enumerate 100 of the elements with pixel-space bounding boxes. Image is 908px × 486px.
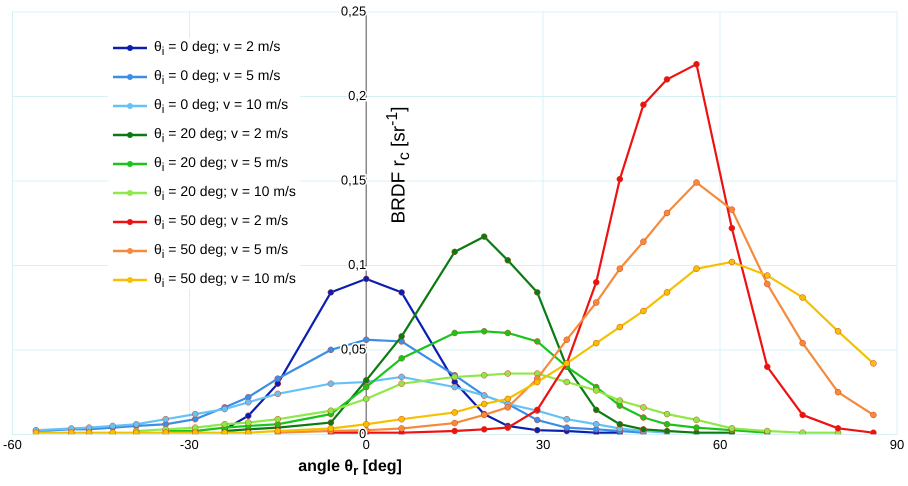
legend-label: θ$_{i}$ = 50 deg; v = 2 m/s — [154, 212, 288, 232]
x-tick-label: -60 — [2, 436, 22, 452]
point — [764, 272, 771, 279]
point — [563, 416, 570, 422]
point — [398, 374, 405, 380]
point — [362, 396, 370, 402]
point — [870, 429, 877, 434]
point — [664, 421, 670, 428]
point — [221, 421, 228, 428]
x-tick-label: -30 — [180, 436, 199, 452]
point — [451, 420, 458, 426]
point — [362, 421, 370, 428]
point — [451, 330, 458, 336]
point — [480, 328, 488, 335]
y-tick-label: 0,15 — [340, 172, 366, 188]
y-tick-label: 0,05 — [340, 341, 366, 356]
point — [664, 210, 670, 216]
point — [693, 416, 700, 424]
point — [764, 280, 771, 288]
legend-label: θ$_{i}$ = 20 deg; v = 2 m/s — [154, 124, 288, 144]
point — [362, 384, 370, 390]
point — [664, 410, 670, 418]
point — [398, 416, 405, 422]
point — [870, 412, 877, 418]
point — [616, 397, 624, 404]
point — [534, 289, 541, 296]
point — [640, 102, 647, 108]
point — [362, 276, 370, 282]
point — [398, 425, 405, 432]
point — [192, 410, 198, 418]
x-axis-title: angle θ$_{r}$ [deg] — [297, 458, 403, 478]
point — [799, 429, 806, 434]
point — [799, 412, 806, 418]
point — [592, 426, 600, 433]
point — [274, 416, 282, 422]
point — [504, 257, 512, 264]
point — [328, 419, 334, 426]
point — [728, 224, 736, 232]
point — [398, 289, 405, 296]
point — [68, 429, 75, 434]
point — [451, 248, 458, 256]
point — [192, 424, 198, 431]
point — [640, 308, 647, 314]
point — [799, 294, 806, 301]
point — [640, 238, 647, 245]
point — [245, 412, 252, 420]
point — [640, 404, 647, 411]
x-tick-label: 30 — [536, 436, 550, 452]
point — [640, 414, 647, 421]
legend-label: θ$_{i}$ = 20 deg; v = 5 m/s — [154, 154, 288, 174]
point — [245, 399, 252, 406]
point — [563, 336, 570, 343]
y-tick-label: 0,25 — [340, 3, 366, 18]
point — [274, 375, 282, 382]
point — [534, 378, 541, 386]
point — [834, 388, 842, 396]
point — [451, 409, 458, 416]
point — [534, 338, 541, 345]
point — [504, 370, 512, 377]
point — [616, 421, 624, 428]
point — [534, 426, 541, 434]
point — [504, 396, 512, 402]
point — [693, 265, 700, 272]
point — [563, 378, 570, 386]
legend-label: θ$_{i}$ = 0 deg; v = 5 m/s — [154, 66, 280, 86]
point — [86, 429, 92, 434]
x-tick-label: 90 — [890, 436, 904, 452]
point — [245, 419, 252, 426]
legend-label: θ$_{i}$ = 0 deg; v = 2 m/s — [154, 38, 280, 58]
point — [834, 425, 842, 432]
point — [592, 279, 600, 286]
point — [592, 387, 600, 394]
point — [245, 429, 252, 434]
point — [563, 424, 570, 431]
point — [480, 233, 488, 240]
point — [693, 60, 700, 68]
point — [799, 340, 806, 346]
point — [664, 76, 670, 83]
point — [616, 176, 624, 182]
point — [362, 336, 370, 343]
point — [274, 390, 282, 398]
legend-label: θ$_{i}$ = 50 deg; v = 10 m/s — [154, 270, 296, 290]
point — [870, 360, 877, 367]
point — [693, 424, 700, 431]
point — [398, 333, 405, 340]
point — [451, 428, 458, 434]
legend-label: θ$_{i}$ = 0 deg; v = 10 m/s — [154, 96, 288, 116]
point — [162, 416, 169, 422]
point — [328, 289, 334, 296]
point — [764, 364, 771, 370]
point — [616, 324, 624, 330]
point — [480, 372, 488, 378]
point — [398, 380, 405, 387]
point — [592, 406, 600, 414]
point — [328, 407, 334, 414]
point — [693, 179, 700, 186]
point — [504, 404, 512, 411]
point — [534, 416, 541, 424]
point — [616, 265, 624, 272]
point — [592, 299, 600, 306]
